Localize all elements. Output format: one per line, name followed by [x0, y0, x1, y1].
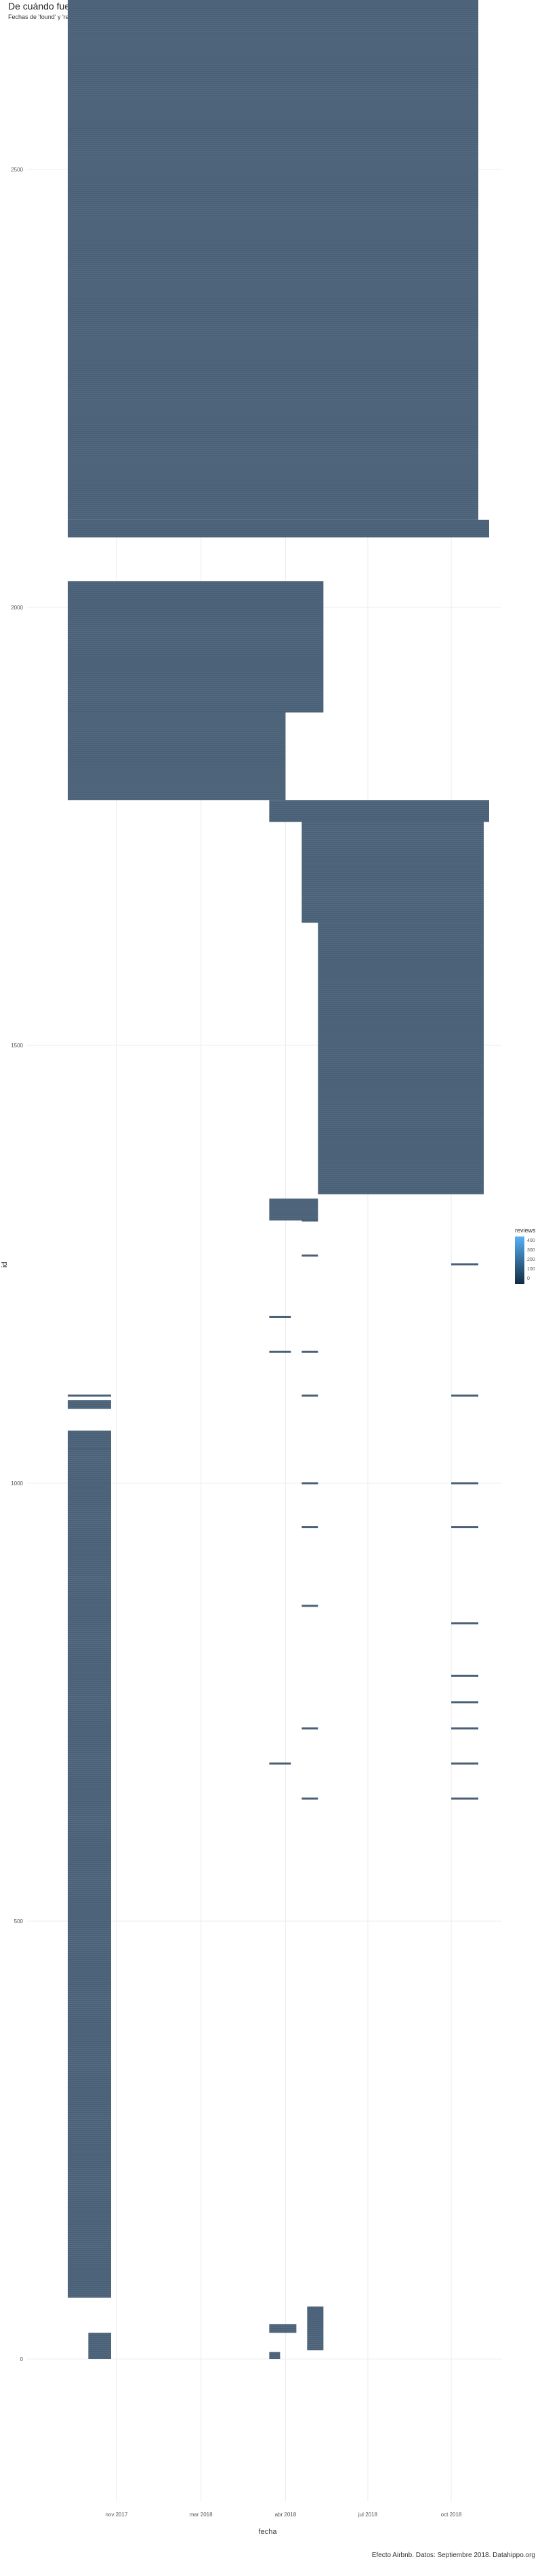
segment — [301, 1605, 318, 1607]
segment — [301, 1797, 318, 1800]
chart-caption: Efecto Airbnb. Datos: Septiembre 2018. D… — [372, 2552, 535, 2559]
legend: reviews 400 300 200 100 0 — [515, 1227, 536, 1284]
segments — [68, 0, 489, 2359]
segment — [269, 1316, 291, 1319]
segment-group — [269, 2324, 297, 2333]
legend-tick-label: 200 — [527, 1257, 535, 1262]
legend-tick-label: 100 — [527, 1267, 535, 1272]
y-tick-label: 500 — [14, 1918, 24, 1925]
segment — [269, 1350, 291, 1353]
y-tick-label: 0 — [20, 2356, 24, 2362]
segment — [451, 1762, 479, 1765]
segment — [301, 1727, 318, 1730]
x-tick-label: nov 2017 — [105, 2512, 127, 2518]
segment — [451, 1394, 479, 1397]
segment-group — [269, 1199, 318, 1221]
x-tick-label: abr 2018 — [275, 2512, 297, 2518]
segment — [301, 1350, 318, 1353]
segment — [451, 1526, 479, 1529]
segment — [451, 1797, 479, 1800]
y-axis-label: id — [1, 1262, 9, 1268]
segment — [301, 1526, 318, 1529]
segment — [68, 1394, 111, 1397]
segment — [301, 1394, 318, 1397]
segment — [451, 1482, 479, 1485]
legend-tick-label: 0 — [527, 1276, 530, 1281]
legend-title: reviews — [515, 1227, 536, 1234]
segment — [451, 1263, 479, 1266]
segment — [301, 1254, 318, 1257]
segment — [68, 1447, 111, 1449]
legend-tick-label: 400 — [527, 1239, 535, 1243]
segment — [451, 1674, 479, 1677]
x-tick-label: oct 2018 — [441, 2512, 462, 2518]
y-axis-ticks: 0 500 1000 1500 2000 2500 — [11, 167, 23, 2362]
segment — [451, 1727, 479, 1730]
segment — [269, 1762, 291, 1765]
segment-group — [68, 0, 479, 520]
legend-colorbar — [515, 1236, 524, 1284]
segment — [451, 1701, 479, 1704]
segment — [301, 1482, 318, 1485]
segment-group — [88, 2333, 111, 2359]
x-tick-label: mar 2018 — [190, 2512, 213, 2518]
y-tick-label: 2000 — [11, 605, 23, 611]
segment-group — [269, 800, 489, 822]
y-tick-label: 1000 — [11, 1481, 23, 1487]
x-tick-label: jul 2018 — [358, 2512, 378, 2518]
legend-tick-label: 300 — [527, 1248, 535, 1253]
segment — [451, 1622, 479, 1625]
segment-group — [68, 1400, 111, 1409]
segment-group — [68, 519, 489, 538]
segment — [301, 1219, 318, 1222]
x-axis-ticks: nov 2017 mar 2018 abr 2018 jul 2018 oct 2018 — [105, 2512, 461, 2518]
segment-group — [68, 712, 286, 801]
x-axis-label: fecha — [259, 2528, 278, 2536]
y-tick-label: 2500 — [11, 167, 23, 173]
y-tick-label: 1500 — [11, 1043, 23, 1049]
segment-group — [68, 1430, 111, 2298]
